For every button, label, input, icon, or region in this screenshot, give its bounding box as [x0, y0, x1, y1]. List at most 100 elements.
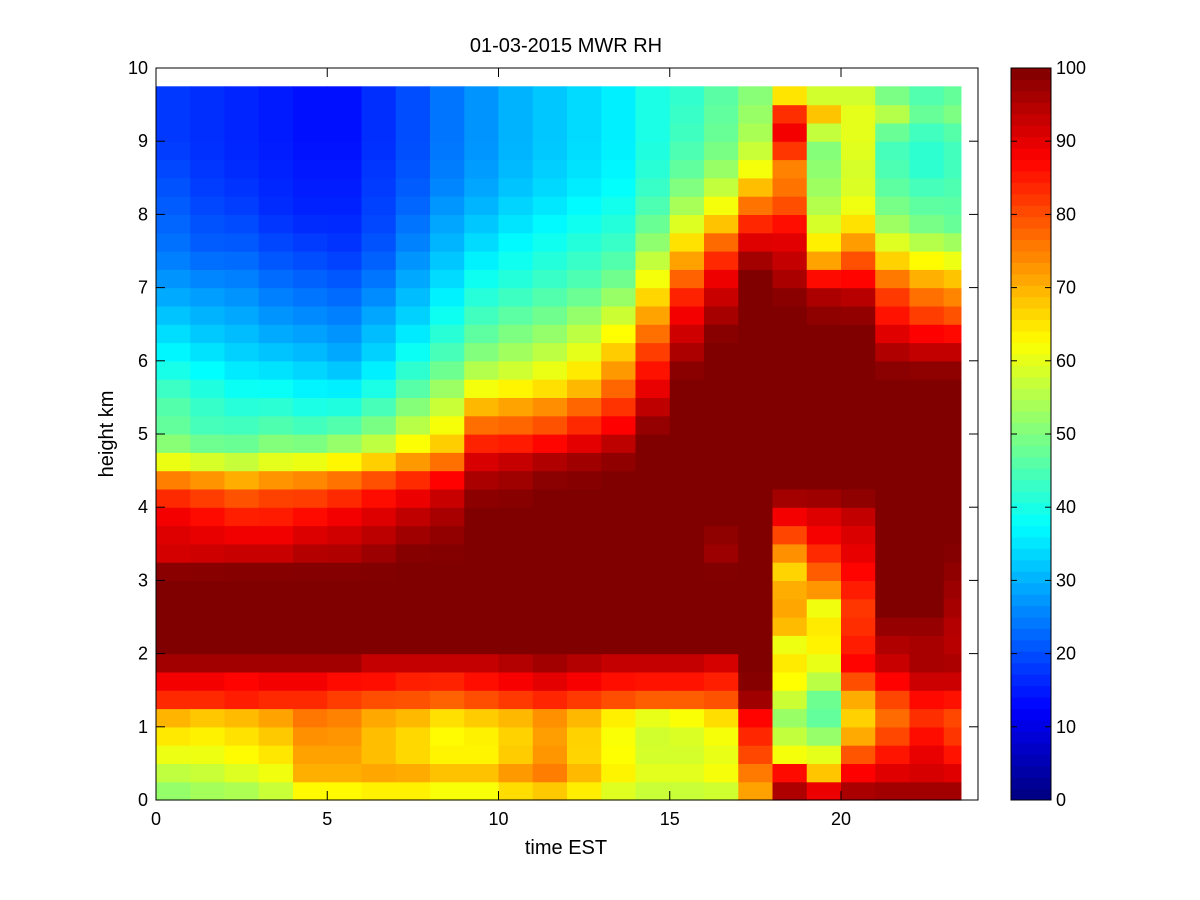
heatmap-cell [224, 196, 260, 215]
colorbar-segment [1011, 159, 1051, 172]
heatmap-cell [258, 269, 294, 289]
heatmap-cell [669, 269, 705, 289]
heatmap-cell [293, 305, 328, 325]
heatmap-cell [258, 763, 294, 783]
heatmap-cell [841, 141, 876, 161]
heatmap-cell [224, 745, 260, 764]
heatmap-cell [156, 342, 191, 362]
heatmap-cell [669, 415, 705, 435]
heatmap-cell [669, 177, 705, 197]
heatmap-cell [601, 86, 637, 106]
heatmap-cell [361, 214, 397, 234]
heatmap-cell [258, 635, 294, 655]
heatmap-cell [327, 598, 363, 618]
heatmap-cell [669, 653, 705, 673]
heatmap-cell [156, 708, 191, 728]
heatmap-cell [841, 379, 876, 398]
heatmap-cell [738, 214, 774, 234]
heatmap-cell [532, 653, 568, 673]
heatmap-cell [772, 745, 808, 764]
heatmap-cell [430, 726, 465, 746]
heatmap-cell [601, 379, 637, 398]
heatmap-cell [156, 415, 191, 435]
heatmap-cell [738, 287, 774, 307]
heatmap-cell [395, 86, 431, 106]
heatmap-cell [704, 671, 739, 691]
heatmap-cell [704, 452, 739, 472]
heatmap-cell [704, 305, 739, 325]
heatmap-cell [498, 470, 534, 490]
heatmap-cell [909, 525, 945, 545]
heatmap-cell [361, 598, 397, 618]
heatmap-cell [430, 507, 465, 527]
heatmap-cell [704, 488, 739, 508]
heatmap-cell [156, 653, 191, 673]
heatmap-cell [361, 397, 397, 417]
heatmap-cell [395, 653, 431, 673]
heatmap-cell [532, 177, 568, 197]
heatmap-cell [704, 86, 739, 106]
heatmap-cell [943, 397, 962, 417]
heatmap-cell [327, 434, 363, 453]
heatmap-cell [293, 177, 328, 197]
heatmap-cell [498, 269, 534, 289]
heatmap-cell [806, 122, 842, 142]
heatmap-cell [258, 507, 294, 527]
heatmap-cell [943, 671, 962, 691]
heatmap-cell [293, 141, 328, 161]
heatmap-cell [772, 397, 808, 417]
heatmap-cell [567, 415, 602, 435]
heatmap-cell [156, 287, 191, 307]
heatmap-cell [772, 86, 808, 106]
heatmap-cell [704, 415, 739, 435]
heatmap-cell [704, 360, 739, 380]
heatmap-cell [669, 232, 705, 252]
heatmap-cell [806, 470, 842, 490]
heatmap-cell [806, 763, 842, 783]
colorbar-segment [1011, 285, 1051, 298]
heatmap-cell [806, 415, 842, 435]
heatmap-cell [464, 177, 500, 197]
heatmap-cell [156, 562, 191, 581]
heatmap-cell [669, 580, 705, 600]
heatmap-cell [601, 671, 637, 691]
colorbar-gradient [1011, 68, 1051, 801]
heatmap-cell [909, 580, 945, 600]
heatmap-cell [943, 452, 962, 472]
heatmap-cell [395, 159, 431, 179]
heatmap-cell [875, 617, 911, 636]
heatmap-cell [532, 269, 568, 289]
heatmap-cell [464, 415, 500, 435]
heatmap-cell [258, 543, 294, 563]
heatmap-cell [601, 415, 637, 435]
heatmap-cell [258, 159, 294, 179]
heatmap-cell [293, 562, 328, 581]
heatmap-cell [704, 580, 739, 600]
heatmap-cell [772, 196, 808, 215]
heatmap-cell [361, 251, 397, 270]
heatmap-cell [909, 488, 945, 508]
colorbar-segment [1011, 376, 1051, 389]
heatmap-cell [293, 86, 328, 106]
heatmap-cell [635, 726, 671, 746]
heatmap-cell [498, 781, 534, 801]
heatmap-cell [498, 745, 534, 764]
heatmap-cell [532, 86, 568, 106]
heatmap-cell [704, 543, 739, 563]
heatmap-cell [738, 617, 774, 636]
heatmap-cell [293, 324, 328, 344]
heatmap-cell [156, 177, 191, 197]
heatmap-cell [156, 543, 191, 563]
heatmap-cell [635, 232, 671, 252]
heatmap-cell [704, 159, 739, 179]
heatmap-cell [156, 86, 191, 106]
heatmap-cell [806, 360, 842, 380]
heatmap-cell [841, 580, 876, 600]
heatmap-cell [532, 635, 568, 655]
heatmap-cell [190, 397, 226, 417]
heatmap-cell [943, 580, 962, 600]
colorbar-segment [1011, 742, 1051, 755]
heatmap-cell [224, 251, 260, 270]
heatmap-cell [224, 342, 260, 362]
heatmap-cell [943, 360, 962, 380]
